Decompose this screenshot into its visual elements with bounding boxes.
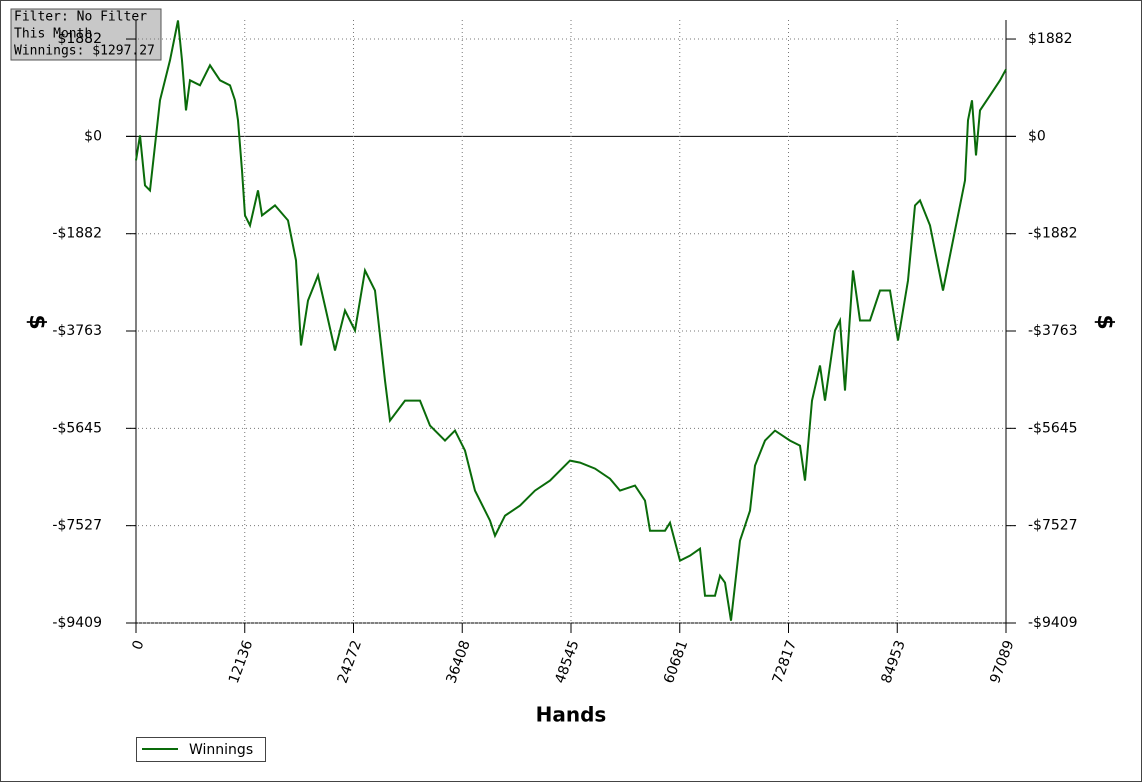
y2-tick-label: -$3763 [1028, 323, 1078, 339]
y2-axis-title: $ [1092, 314, 1117, 329]
y-tick-label: $1882 [57, 31, 102, 47]
y2-tick-label: -$1882 [1028, 226, 1078, 242]
y2-tick-label: $0 [1028, 128, 1046, 144]
y-tick-label: -$9409 [52, 615, 102, 631]
info-line: Filter: No Filter [14, 10, 147, 25]
y-tick-label: $0 [84, 128, 102, 144]
y-tick-label: -$3763 [52, 323, 102, 339]
y-axis-title: $ [24, 314, 49, 329]
y2-tick-label: -$9409 [1028, 615, 1078, 631]
y2-tick-label: $1882 [1028, 31, 1073, 47]
y-tick-label: -$5645 [52, 420, 102, 436]
y-tick-label: -$1882 [52, 226, 102, 242]
y-tick-label: -$7527 [52, 518, 102, 534]
legend-label: Winnings [189, 742, 253, 758]
x-axis-title: Hands [536, 703, 607, 727]
y2-tick-label: -$7527 [1028, 518, 1078, 534]
line-series [135, 20, 1007, 621]
info-line: This Month [14, 27, 92, 42]
info-line: Winnings: $1297.27 [14, 44, 155, 59]
y2-tick-label: -$5645 [1028, 420, 1078, 436]
